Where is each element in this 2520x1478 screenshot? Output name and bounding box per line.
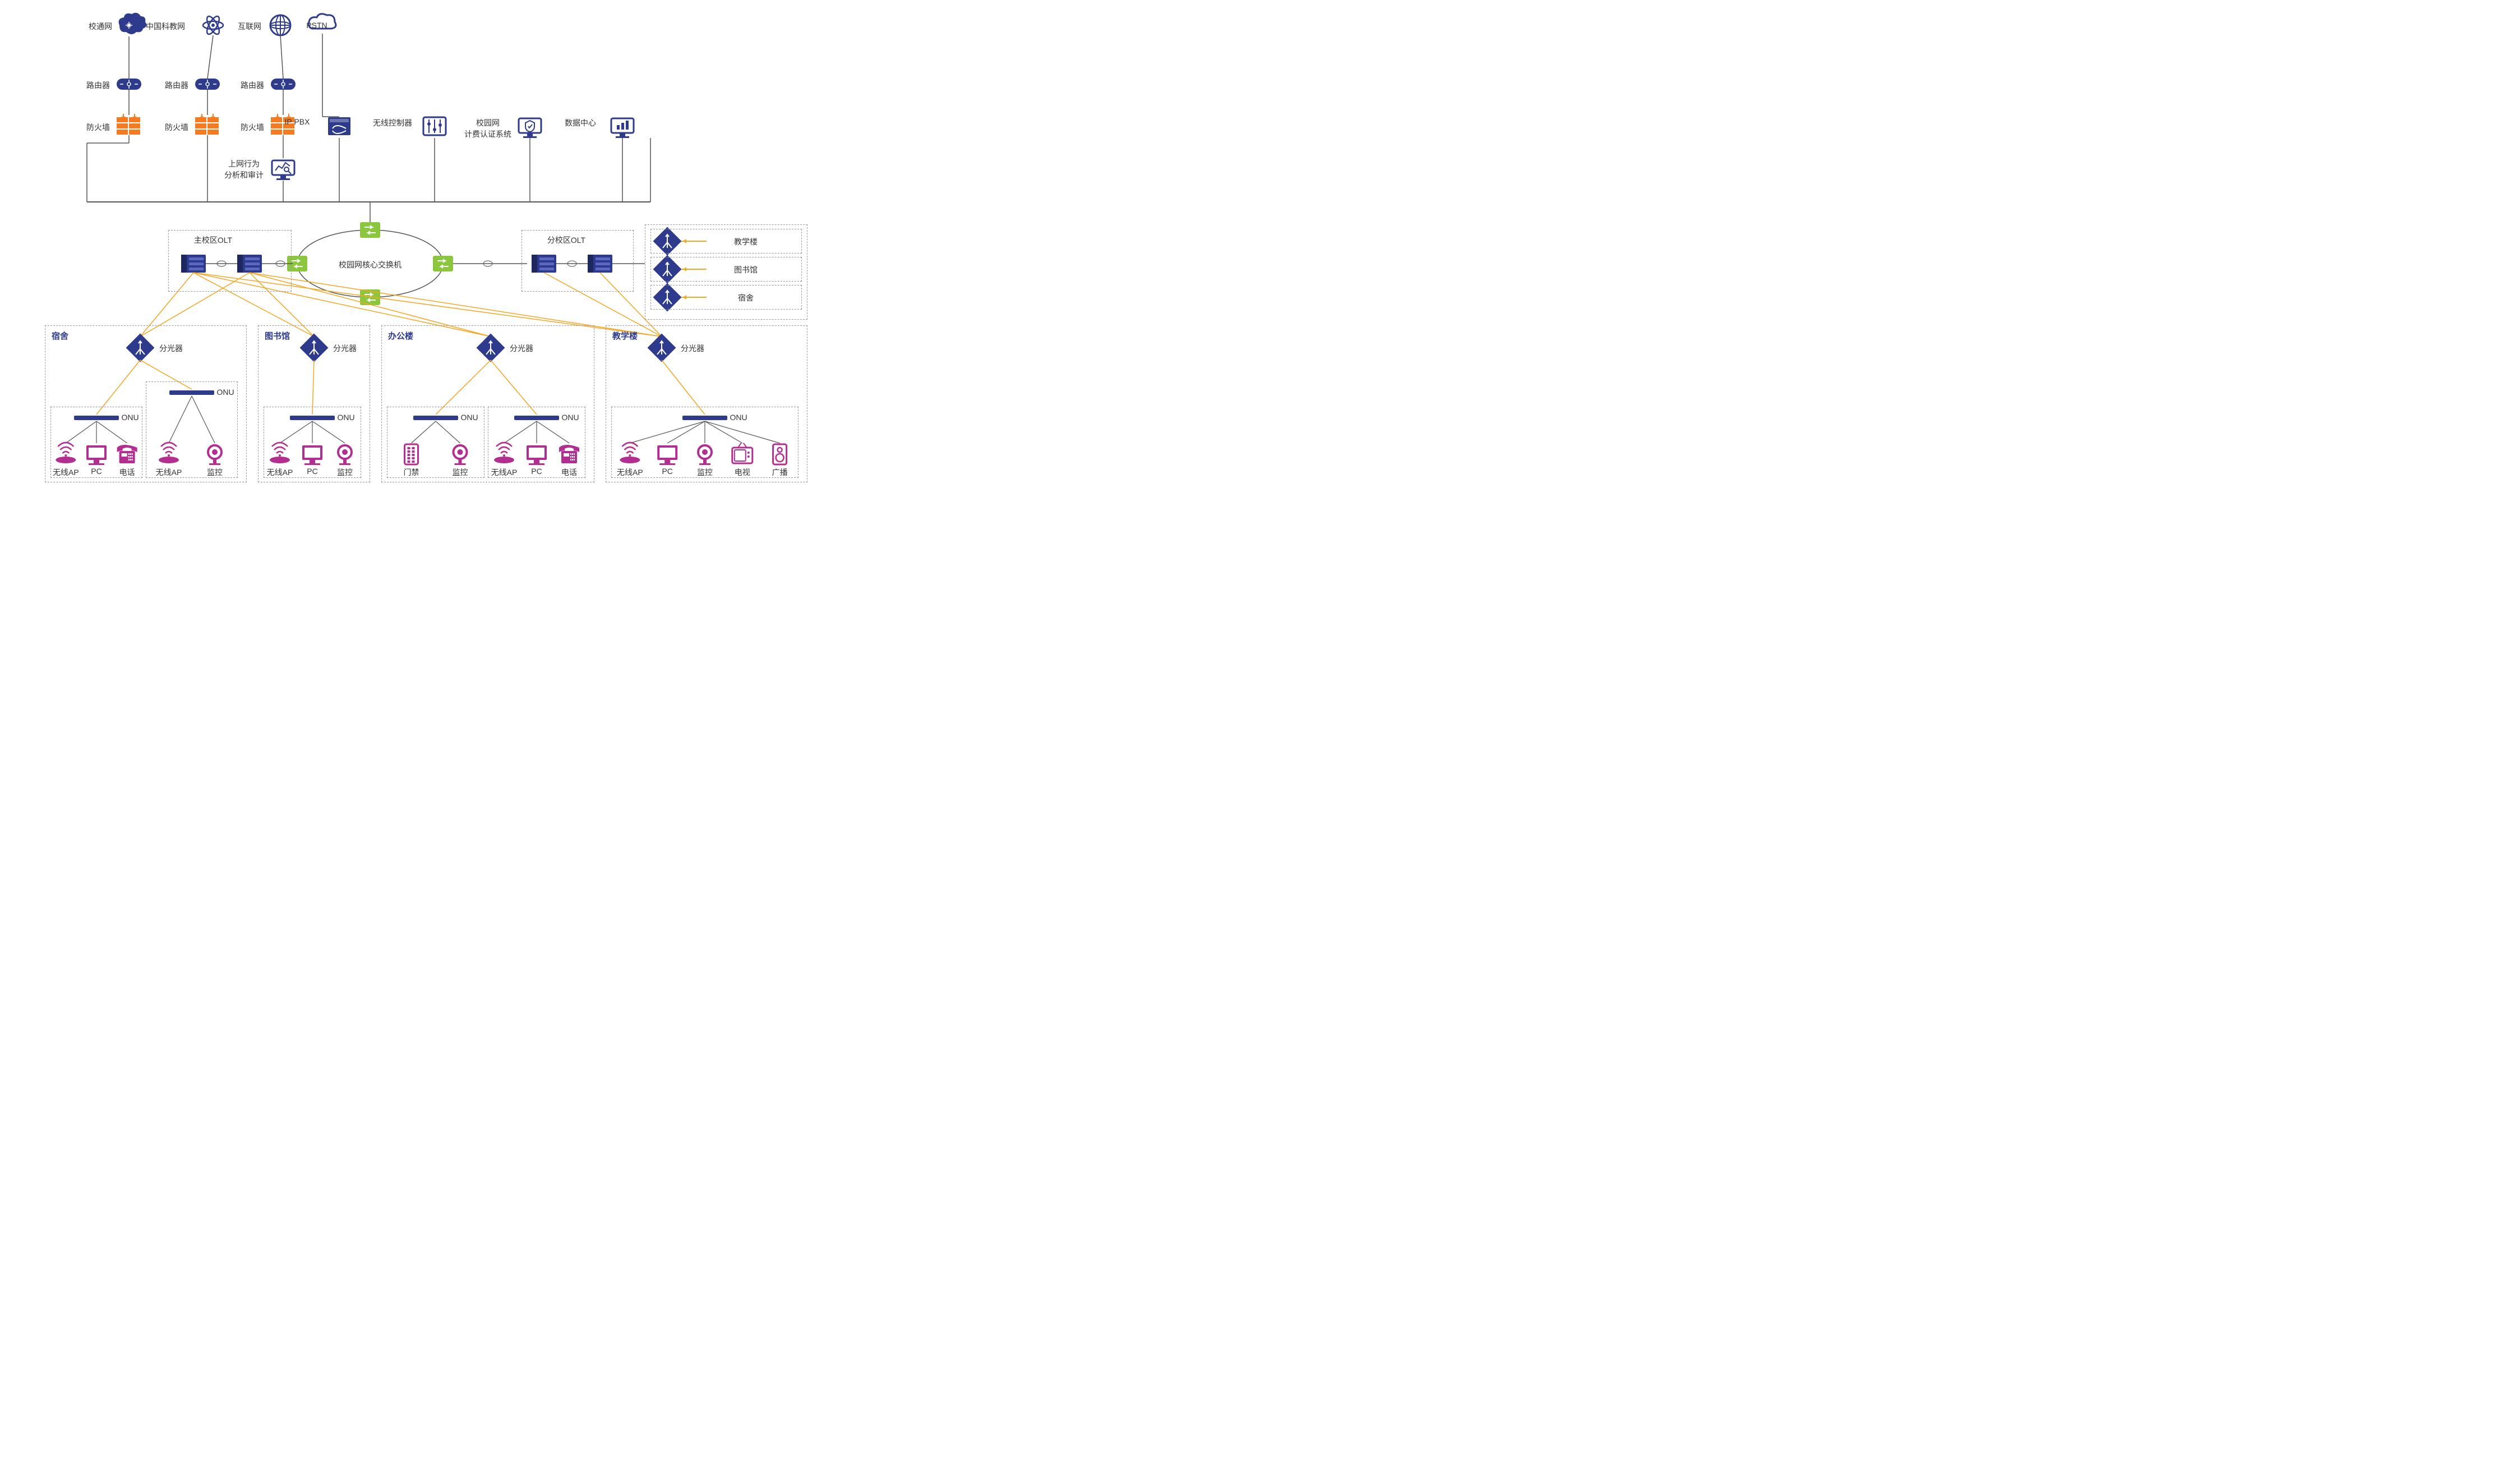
label: PC [81,467,112,476]
label: 上网行为分析和审计 [221,158,266,181]
label: 互联网 [224,21,275,32]
label: 监控 [436,467,484,478]
label: 无线控制器 [367,117,418,128]
label: 图书馆 [723,264,768,275]
label: 教学楼 [723,236,768,247]
label: 防火墙 [163,122,191,133]
label: 数据中心 [555,117,606,128]
label: 广播 [761,467,799,478]
label: 中国科教网 [140,21,191,32]
label: 分光器 [676,343,709,354]
label: 分校区OLT [538,234,594,246]
label: 校园网核心交换机 [331,259,409,270]
label: 校通网 [84,21,112,32]
label: 校园网计费认证系统 [463,117,513,140]
label: 路由器 [163,80,191,91]
label: 路由器 [84,80,112,91]
label: PC [296,467,329,476]
label: 监控 [329,467,361,478]
label: ONU [455,413,483,422]
label: PC [520,467,553,476]
label: ONU [332,413,360,422]
label: ONU [724,413,753,422]
label: 电视 [723,467,761,478]
label: IP PBX [272,117,322,126]
label: 无线AP [264,467,296,478]
building-header: 办公楼 [388,330,413,342]
label: 主校区OLT [185,234,241,246]
label: 无线AP [50,467,81,478]
label: 防火墙 [84,122,112,133]
label: ONU [116,413,144,422]
label: 电话 [553,467,585,478]
label: 分光器 [328,343,362,354]
label: 电话 [112,467,142,478]
label: ONU [556,413,584,422]
label: 防火墙 [238,122,266,133]
building-header: 图书馆 [265,330,290,342]
building-header: 宿舍 [52,330,68,342]
label: 门禁 [387,467,436,478]
label: 监控 [686,467,724,478]
label: 无线AP [146,467,192,478]
label: PSTN [292,21,342,30]
label: 无线AP [488,467,520,478]
building-header: 教学楼 [612,330,638,342]
label: 路由器 [238,80,266,91]
label: ONU [211,388,239,397]
label: 无线AP [611,467,649,478]
label: 分光器 [154,343,188,354]
label: 宿舍 [723,292,768,303]
label: 监控 [192,467,238,478]
label: PC [649,467,686,476]
label: 分光器 [505,343,538,354]
